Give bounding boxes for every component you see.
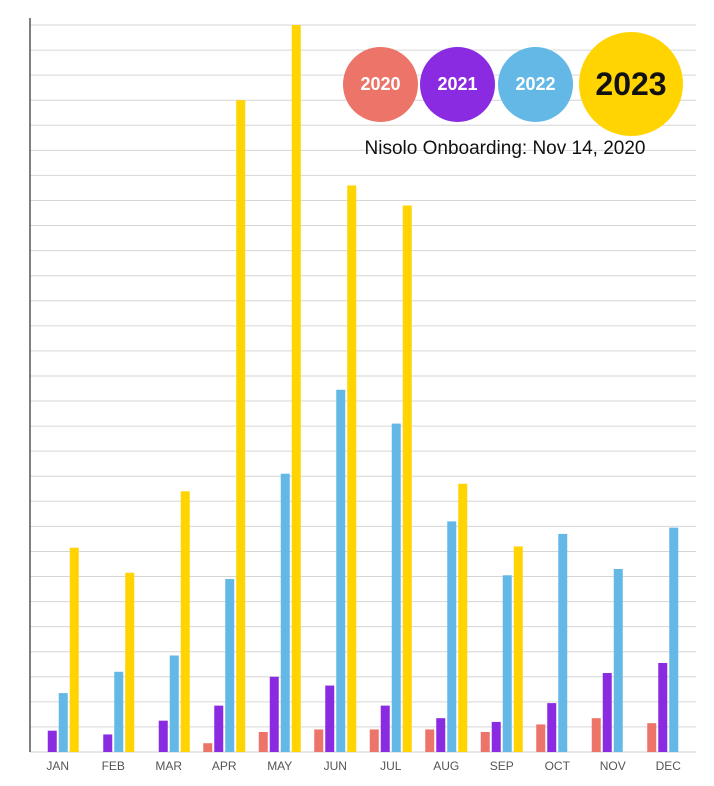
bar-2023-may xyxy=(291,25,301,752)
x-tick-label-jul: JUL xyxy=(380,759,402,773)
bar-2022-jun xyxy=(336,389,346,752)
bar-2022-sep xyxy=(502,575,512,752)
legend-item-2023: 2023 xyxy=(579,32,683,136)
bar-2020-jul xyxy=(369,729,379,752)
bar-2023-mar xyxy=(180,491,190,752)
bar-2021-aug xyxy=(436,718,446,752)
bar-2021-apr xyxy=(214,705,224,752)
x-tick-label-may: MAY xyxy=(267,759,292,773)
bar-2022-may xyxy=(280,473,290,752)
bar-2021-dec xyxy=(658,663,668,752)
bar-2021-jun xyxy=(325,685,335,752)
bar-2022-jan xyxy=(58,693,68,752)
x-tick-label-oct: OCT xyxy=(545,759,571,773)
x-tick-label-dec: DEC xyxy=(656,759,682,773)
bar-2021-mar xyxy=(158,720,168,752)
x-tick-label-aug: AUG xyxy=(433,759,459,773)
bar-2023-aug xyxy=(458,483,468,752)
bar-2023-sep xyxy=(513,546,523,752)
legend-item-2022: 2022 xyxy=(498,47,573,122)
bar-2022-mar xyxy=(169,655,179,752)
bar-2022-apr xyxy=(225,579,235,752)
bar-2022-nov xyxy=(613,568,623,752)
x-tick-labels: JAN FEB MAR APR MAY JUN JUL AUG SEP OCT NOV DEC xyxy=(46,759,681,773)
bar-2020-apr xyxy=(203,743,213,752)
bars xyxy=(47,25,679,752)
x-tick-label-feb: FEB xyxy=(102,759,125,773)
bar-2023-jul xyxy=(402,205,412,752)
bar-2021-nov xyxy=(602,673,612,752)
bar-2022-aug xyxy=(447,521,457,752)
bar-2020-oct xyxy=(536,724,546,752)
bar-2020-dec xyxy=(647,723,657,752)
bar-2023-jun xyxy=(347,185,357,752)
bar-2021-jul xyxy=(380,705,390,752)
bar-2022-oct xyxy=(558,533,568,752)
x-tick-label-sep: SEP xyxy=(490,759,514,773)
bar-2021-oct xyxy=(547,703,557,752)
legend-item-2020: 2020 xyxy=(343,47,418,122)
x-tick-label-apr: APR xyxy=(212,759,237,773)
bar-2022-feb xyxy=(114,671,124,752)
bar-2023-apr xyxy=(236,100,246,752)
bar-2021-may xyxy=(269,676,279,752)
bar-2020-may xyxy=(258,731,268,752)
legend-item-2021: 2021 xyxy=(420,47,495,122)
bar-2020-nov xyxy=(591,718,601,752)
x-tick-label-mar: MAR xyxy=(155,759,182,773)
bar-2020-jun xyxy=(314,729,324,752)
bar-2023-feb xyxy=(125,572,135,752)
bar-2022-jul xyxy=(391,423,401,752)
bar-2021-jan xyxy=(47,730,57,752)
bar-2020-sep xyxy=(480,731,490,752)
bar-2020-aug xyxy=(425,729,435,752)
onboarding-annotation: Nisolo Onboarding: Nov 14, 2020 xyxy=(364,138,646,159)
bar-2021-feb xyxy=(103,734,113,752)
x-tick-label-jan: JAN xyxy=(46,759,69,773)
bar-2023-jan xyxy=(69,547,79,752)
bar-2021-sep xyxy=(491,721,501,752)
bar-2022-dec xyxy=(669,527,679,752)
x-tick-label-nov: NOV xyxy=(600,759,626,773)
gridlines xyxy=(30,24,696,753)
x-tick-label-jun: JUN xyxy=(324,759,347,773)
